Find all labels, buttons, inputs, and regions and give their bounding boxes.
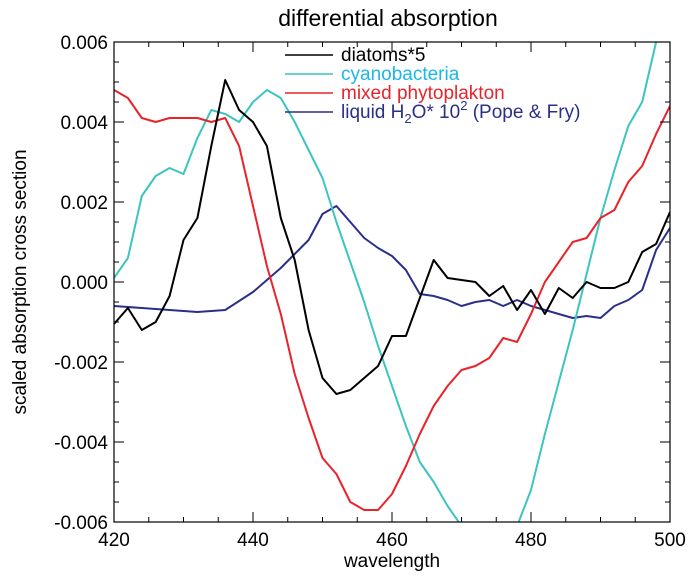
series-line-3 [114, 205, 670, 319]
x-axis-label: wavelength [343, 551, 440, 572]
series-layer [114, 42, 670, 522]
x-tick-label: 480 [515, 530, 547, 551]
legend-part-text_pre: liquid H [341, 102, 404, 123]
y-tick-label: 0.002 [60, 193, 108, 214]
legend-part-sup: 2 [460, 98, 467, 113]
legend-label-3: liquid H2O* 102 (Pope & Fry) [341, 98, 580, 126]
y-tick-label: 0.000 [60, 273, 108, 294]
legend-part-text_post: (Pope & Fry) [467, 102, 580, 123]
legend-part-sub: 2 [404, 111, 411, 126]
x-tick-label: 420 [98, 530, 130, 551]
legend-label-1: cyanobacteria [341, 64, 460, 85]
y-axis-label: scaled absorption cross section [10, 149, 31, 414]
y-tick-label: -0.002 [54, 353, 108, 374]
chart-title: differential absorption [278, 5, 498, 31]
legend-label-0: diatoms*5 [341, 45, 426, 66]
y-tick-label: -0.004 [54, 433, 108, 454]
y-tick-label: -0.006 [54, 513, 108, 534]
x-tick-label: 440 [237, 530, 269, 551]
y-tick-label: 0.006 [60, 33, 108, 54]
x-tick-label: 500 [654, 530, 686, 551]
legend-label-2: mixed phytoplakton [341, 83, 505, 104]
axis-ticks: 420 440 460 480 500 -0.006 -0.004 -0.002 0.000 0.… [54, 33, 686, 551]
x-tick-label: 460 [376, 530, 408, 551]
y-tick-label: 0.004 [60, 113, 108, 134]
series-line-2 [114, 89, 670, 511]
series-line-0 [114, 79, 670, 395]
legend-part-text_mid: O* 10 [412, 102, 461, 123]
